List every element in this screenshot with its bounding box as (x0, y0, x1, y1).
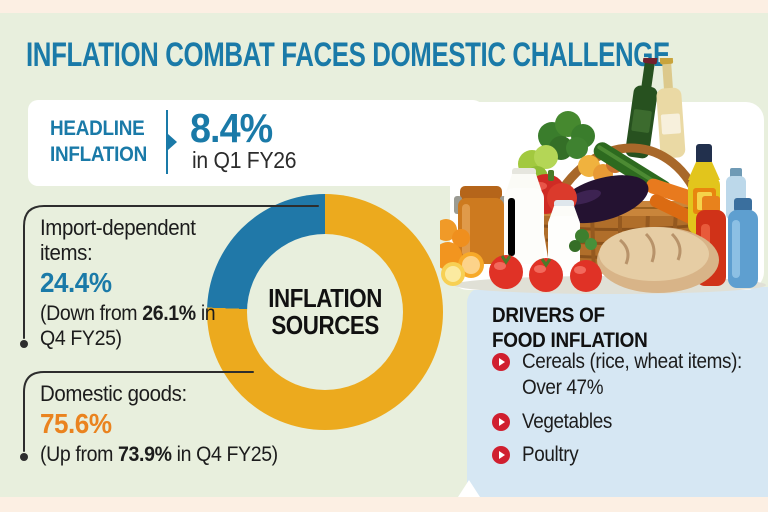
red-play-bullet-icon (492, 446, 510, 464)
import-items-label: Import-dependent items: (40, 215, 196, 266)
import-items-change: (Down from 26.1% in Q4 FY25) (40, 302, 216, 351)
drivers-of-food-inflation-panel: DRIVERS OF FOOD INFLATION Cereals (rice,… (458, 287, 768, 497)
headline-inflation-period: in Q1 FY26 (192, 147, 297, 173)
headline-inflation-value: 8.4% (190, 105, 273, 151)
drivers-title-line1: DRIVERS OF (492, 304, 605, 327)
driver-item-vegetables: Vegetables (492, 409, 622, 435)
domestic-goods-annotation: Domestic goods: 75.6% (Up from 73.9% in … (40, 381, 340, 467)
bottom-cream-strip (0, 497, 768, 512)
citrus-fruits (440, 219, 484, 286)
champagne-bottle (656, 58, 686, 159)
drivers-title-line2: FOOD INFLATION (492, 329, 648, 353)
donut-label-line1: INFLATION (268, 282, 382, 313)
divider-line (166, 110, 168, 174)
import-items-value: 24.4% (40, 267, 112, 299)
wine-bottle (625, 58, 658, 159)
tomatoes (489, 255, 602, 292)
headline-label-line2: INFLATION (50, 142, 147, 166)
donut-center-label: INFLATION SOURCES (268, 282, 382, 340)
red-play-bullet-icon (492, 353, 510, 371)
milk-bottle-large (504, 168, 544, 264)
driver-cereals-line2: Over 47% (522, 375, 604, 399)
donut-label-line2: SOURCES (271, 310, 379, 340)
blue-water-bottle (728, 198, 758, 288)
import-items-annotation: Import-dependent items: 24.4% (Down from… (40, 215, 255, 352)
driver-item-cereals: Cereals (rice, wheat items): Over 47% (492, 349, 766, 400)
red-play-bullet-icon (492, 413, 510, 431)
basket-handle (547, 143, 707, 210)
driver-poultry-label: Poultry (522, 443, 579, 466)
donut-hole: INFLATION SOURCES (247, 234, 403, 390)
driver-vegetables-label: Vegetables (522, 410, 612, 433)
panel-notch (458, 480, 480, 497)
domestic-goods-change: (Up from 73.9% in Q4 FY25) (40, 443, 278, 467)
headline-inflation-box: HEADLINE INFLATION 8.4% in Q1 FY26 (28, 100, 483, 186)
pointer-arrow-icon (168, 134, 177, 150)
food-basket-illustration (440, 58, 766, 294)
driver-item-text: Cereals (rice, wheat items): Over 47% (522, 349, 742, 400)
milk-bottle-small (548, 200, 580, 272)
bread-loaf (597, 227, 719, 293)
driver-cereals-line1: Cereals (rice, wheat items): (522, 350, 742, 373)
page-title: INFLATION COMBAT FACES DOMESTIC CHALLENG… (26, 36, 670, 74)
driver-item-poultry: Poultry (492, 442, 585, 468)
domestic-goods-label: Domestic goods: (40, 381, 187, 406)
headline-inflation-label: HEADLINE INFLATION (50, 116, 147, 167)
honey-jar (454, 186, 508, 264)
drivers-panel-title: DRIVERS OF FOOD INFLATION (492, 303, 648, 353)
headline-label-line1: HEADLINE (50, 117, 145, 140)
top-cream-strip (0, 0, 768, 13)
domestic-goods-value: 75.6% (40, 408, 112, 440)
